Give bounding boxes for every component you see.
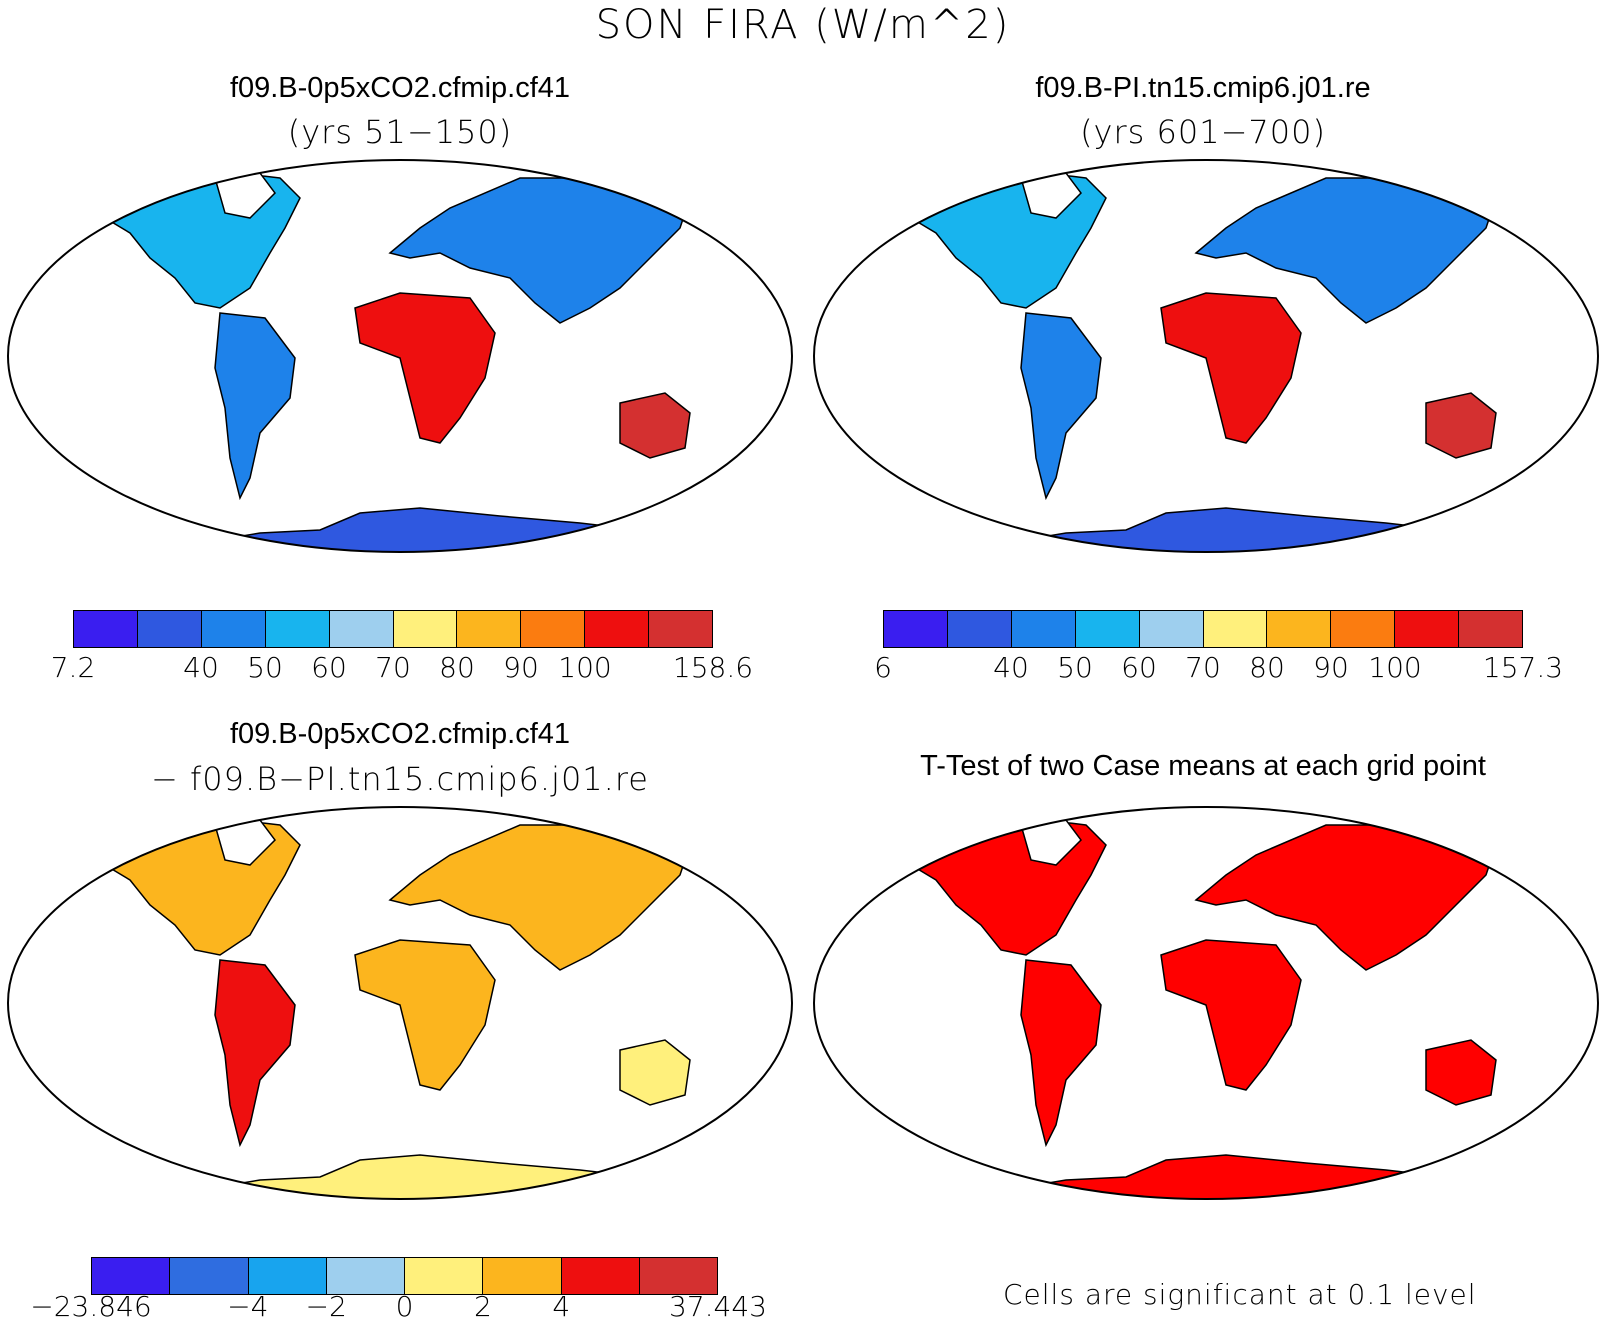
colorbar-tick-label: 0 — [395, 1290, 414, 1323]
colorbar-tick-label: 100 — [1368, 651, 1422, 684]
colorbar-difference-labels: −23.846 −4 −2 0 2 4 37.443 — [30, 1290, 767, 1324]
continent-africa — [354, 939, 496, 1091]
map-case2 — [806, 158, 1606, 568]
colorbar-tick-label: 7.2 — [50, 651, 96, 684]
colorbar-tick-label: 60 — [1121, 651, 1157, 684]
map-border — [7, 806, 793, 1200]
colorbar-tick-label: 80 — [1249, 651, 1285, 684]
figure-title: SON FIRA (W/m^2) — [595, 2, 1011, 48]
map-case1 — [0, 158, 800, 568]
colorbar-box — [137, 611, 202, 647]
colorbar-tick-label: −4 — [227, 1290, 269, 1323]
colorbar-tick-label: 37.443 — [669, 1290, 767, 1323]
significance-note: Cells are significant at 0.1 level — [1003, 1278, 1477, 1311]
map-border — [7, 159, 793, 553]
colorbar-case2-labels: 6 40 50 60 70 80 90 100 157.3 — [874, 651, 1563, 685]
colorbar-box — [405, 1258, 484, 1294]
colorbar-tick-label: 90 — [1313, 651, 1349, 684]
map-border — [813, 159, 1599, 553]
map-ttest — [806, 805, 1606, 1215]
continent-southAmerica — [214, 959, 296, 1148]
colorbar-box — [248, 1258, 327, 1294]
colorbar-tick-label: 40 — [183, 651, 219, 684]
colorbar-box — [561, 1258, 640, 1294]
colorbar-box — [1459, 611, 1523, 647]
colorbar-tick-label: 4 — [552, 1290, 571, 1323]
colorbar-tick-label: 80 — [439, 651, 475, 684]
colorbar-tick-label: −2 — [305, 1290, 347, 1323]
colorbar-tick-label: 100 — [558, 651, 612, 684]
continent-antarctica — [945, 1154, 1509, 1199]
colorbar-box — [947, 611, 1012, 647]
colorbar-box — [457, 611, 522, 647]
colorbar-tick-label: 40 — [993, 651, 1029, 684]
colorbar-tick-label: 60 — [311, 651, 347, 684]
continent-australia — [1425, 1039, 1497, 1106]
colorbar-case2 — [883, 610, 1523, 648]
panel2-subtitle: (yrs 601−700) — [1080, 113, 1326, 151]
continent-australia — [619, 392, 691, 459]
panel3-title: f09.B-0p5xCO2.cfmip.cf41 — [229, 718, 571, 750]
colorbar-case1-labels: 7.2 40 50 60 70 80 90 100 158.6 — [51, 651, 753, 685]
colorbar-tick-label: 50 — [1057, 651, 1093, 684]
colorbar-box — [201, 611, 266, 647]
continent-eurasia — [388, 177, 691, 324]
map-border — [813, 806, 1599, 1200]
colorbar-box — [393, 611, 458, 647]
colorbar-difference — [91, 1257, 718, 1295]
colorbar-box — [326, 1258, 405, 1294]
continent-africa — [354, 292, 496, 444]
colorbar-box — [483, 1258, 562, 1294]
panel1-title: f09.B-0p5xCO2.cfmip.cf41 — [229, 72, 571, 104]
colorbar-box — [170, 1258, 249, 1294]
colorbar-box — [1075, 611, 1140, 647]
continent-antarctica — [139, 1154, 703, 1199]
continent-southAmerica — [1020, 312, 1102, 501]
colorbar-tick-label: 2 — [473, 1290, 492, 1323]
colorbar-box — [649, 611, 713, 647]
colorbar-box — [521, 611, 586, 647]
colorbar-box — [1011, 611, 1076, 647]
continent-africa — [1160, 292, 1302, 444]
colorbar-box — [329, 611, 394, 647]
colorbar-tick-label: 158.6 — [672, 651, 754, 684]
continent-southAmerica — [1020, 959, 1102, 1148]
continent-africa — [1160, 939, 1302, 1091]
colorbar-box — [265, 611, 330, 647]
continent-eurasia — [388, 824, 691, 971]
continent-eurasia — [1194, 177, 1497, 324]
continent-eurasia — [1194, 824, 1497, 971]
colorbar-case1 — [73, 610, 713, 648]
continent-southAmerica — [214, 312, 296, 501]
colorbar-box — [1331, 611, 1396, 647]
colorbar-box — [639, 1258, 717, 1294]
colorbar-box — [1267, 611, 1332, 647]
continent-australia — [1425, 392, 1497, 459]
map-difference — [0, 805, 800, 1215]
colorbar-box — [1203, 611, 1268, 647]
continent-antarctica — [139, 507, 703, 552]
colorbar-tick-label: 50 — [247, 651, 283, 684]
colorbar-tick-label: 70 — [375, 651, 411, 684]
colorbar-tick-label: 90 — [503, 651, 539, 684]
colorbar-tick-label: 70 — [1185, 651, 1221, 684]
colorbar-box — [1395, 611, 1460, 647]
colorbar-tick-label: 157.3 — [1482, 651, 1564, 684]
colorbar-box — [884, 611, 948, 647]
continent-australia — [619, 1039, 691, 1106]
panel1-subtitle: (yrs 51−150) — [287, 113, 513, 151]
continent-antarctica — [945, 507, 1509, 552]
colorbar-box — [1139, 611, 1204, 647]
colorbar-box — [585, 611, 650, 647]
colorbar-tick-label: 6 — [874, 651, 892, 684]
panel3-subtitle: − f09.B−PI.tn15.cmip6.j01.re — [151, 760, 649, 798]
colorbar-box — [74, 611, 138, 647]
colorbar-box — [92, 1258, 171, 1294]
colorbar-tick-label: −23.846 — [30, 1290, 152, 1323]
panel2-title: f09.B-PI.tn15.cmip6.j01.re — [1035, 72, 1371, 104]
panel4-title: T-Test of two Case means at each grid po… — [920, 750, 1486, 782]
